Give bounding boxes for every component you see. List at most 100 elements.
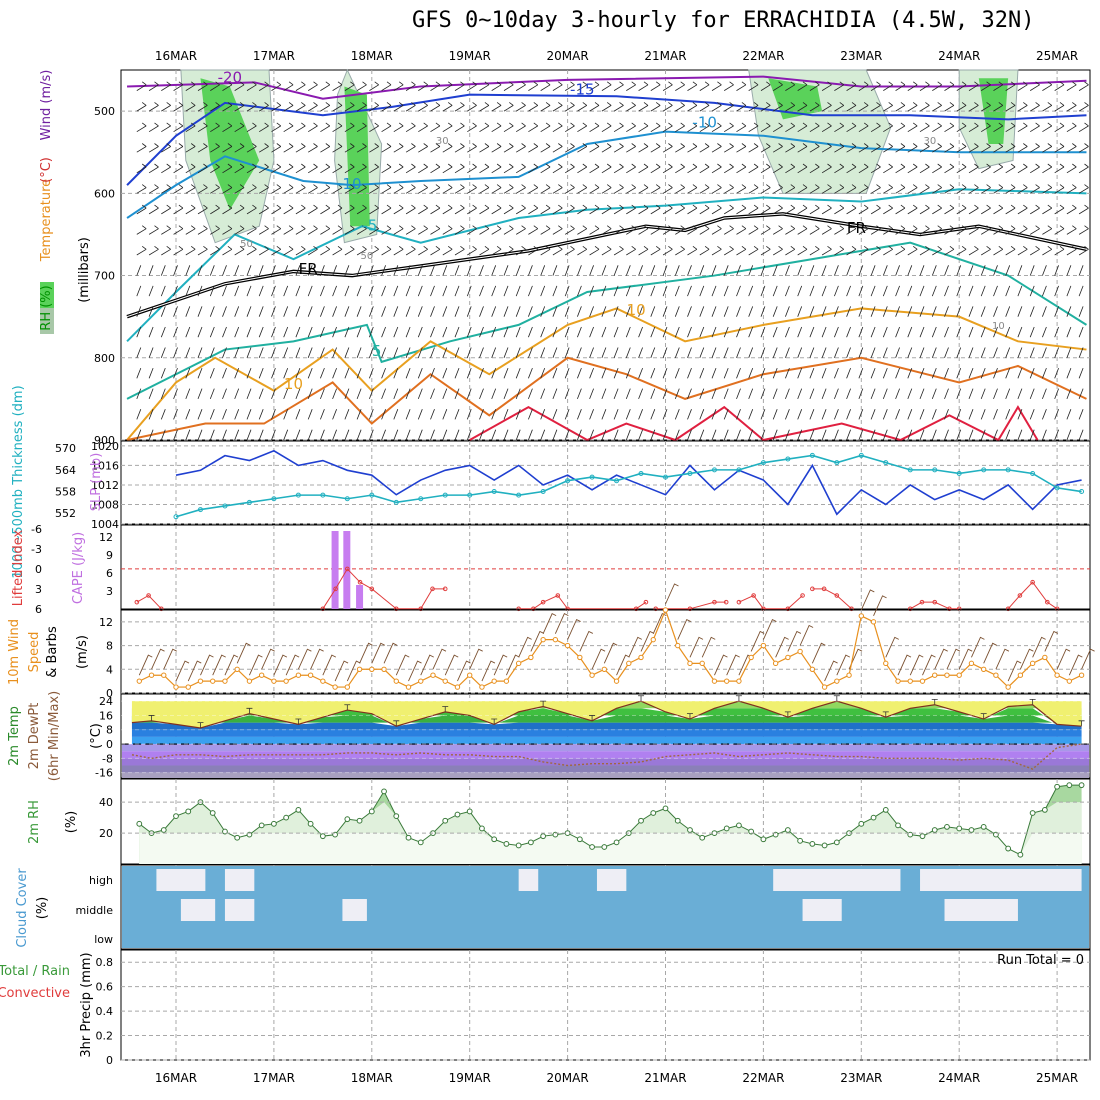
wind-speed-point (332, 684, 338, 690)
wind-barb (369, 326, 374, 338)
wind-barb (846, 429, 851, 441)
wind-barb (1054, 81, 1065, 91)
wind-barb (993, 225, 1004, 235)
wind-barb (1078, 409, 1084, 420)
wind-barb (491, 409, 497, 420)
wind-barb (430, 102, 441, 112)
contour-label: -5 (362, 216, 377, 234)
wind-barb (271, 184, 282, 194)
wind-barb (809, 81, 820, 91)
minmax-marker (393, 720, 400, 726)
wind-barb (552, 285, 558, 297)
wind-barb (246, 204, 257, 215)
wind-barb (956, 204, 967, 215)
wind-barb (552, 347, 558, 358)
wind-barb-10m (652, 613, 667, 634)
wind-barb (736, 225, 747, 235)
wind-barb (295, 102, 306, 112)
wind-barb (1042, 102, 1053, 112)
rh-point (515, 842, 522, 849)
wind-barb (846, 81, 857, 91)
wind-barb (870, 143, 881, 153)
wind-barb (528, 122, 539, 133)
rh-point (466, 808, 473, 815)
wind-speed-point (1078, 672, 1085, 678)
wind-barb (148, 347, 154, 358)
wind-barb (454, 265, 460, 276)
wind-barb (1029, 81, 1040, 91)
wind-barb (381, 143, 392, 153)
wind-barb (797, 102, 808, 112)
wind-barb (1078, 184, 1089, 194)
wind-barb (638, 163, 649, 174)
wind-barb (320, 285, 325, 297)
wind-barb (1078, 367, 1084, 379)
wind-barb (258, 388, 264, 400)
wind-barb (430, 347, 435, 358)
wind-speed-point (919, 678, 926, 684)
wind-barb (1054, 367, 1059, 379)
wind-barb (772, 265, 778, 276)
wind-barb (858, 102, 869, 112)
wind-barb (797, 429, 803, 441)
lifted-index-line (322, 568, 446, 610)
wind-barb (772, 225, 783, 235)
cape-bar (331, 531, 339, 609)
wind-barb (295, 265, 301, 276)
wind-barb (381, 306, 386, 317)
wind-barb-10m (628, 636, 642, 658)
rh-point (405, 834, 412, 841)
rh-point (650, 810, 657, 816)
date-label-bottom: 22MAR (742, 1071, 784, 1085)
wind-barb (846, 204, 857, 215)
wind-barb (246, 122, 257, 133)
wind-barb (1005, 122, 1016, 133)
wind-barb (968, 265, 974, 276)
wind-barb (442, 306, 448, 317)
wind-barb (723, 429, 729, 441)
wind-barb (699, 367, 705, 379)
wind-barb (418, 245, 428, 256)
wind-barb (393, 347, 399, 358)
wind-barb (674, 347, 680, 358)
wind-barb (589, 225, 600, 235)
wind-barb (173, 122, 184, 133)
wind-barb-10m (799, 624, 814, 646)
wind-barb (136, 122, 147, 133)
wind-barb (772, 285, 778, 297)
wind-barb (234, 265, 240, 276)
wind-barb (515, 367, 521, 379)
wind-speed-point (515, 660, 522, 667)
cape-tick: 3 (106, 585, 113, 598)
wind-barb (552, 409, 558, 420)
wind-barb-10m (689, 636, 704, 658)
rh-point (319, 833, 326, 840)
wind-barb (369, 163, 379, 174)
wind-barb (650, 347, 656, 358)
ylabel-rh-unit: (%) (64, 811, 79, 834)
wind-barb (858, 163, 869, 174)
wind-barb (650, 388, 656, 400)
wind-barb (638, 347, 643, 358)
date-label-top: 20MAR (547, 49, 589, 63)
wind-barb (931, 326, 937, 338)
wind-barb (650, 204, 661, 215)
wind-barb (320, 163, 331, 174)
wind-barb (503, 409, 509, 420)
wind-barb (907, 347, 913, 358)
wind-barb (919, 204, 930, 215)
wind-barb (503, 102, 514, 112)
temp-tick: 0 (106, 738, 113, 751)
wind-barb (662, 265, 668, 276)
wind-barb (210, 184, 220, 194)
wind-barb (993, 184, 1004, 194)
wind-barb (1078, 102, 1089, 112)
wind-barb (895, 388, 900, 400)
wind-barb (723, 367, 729, 379)
wind-barb (638, 102, 649, 112)
wind-barb (393, 306, 399, 317)
wind-barb (1017, 163, 1028, 174)
wind-barb (626, 163, 636, 174)
wind-barb (785, 367, 790, 379)
wind-barb (295, 285, 301, 297)
